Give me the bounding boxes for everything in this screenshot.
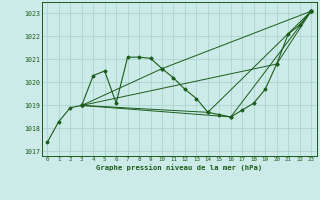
X-axis label: Graphe pression niveau de la mer (hPa): Graphe pression niveau de la mer (hPa) [96, 164, 262, 171]
